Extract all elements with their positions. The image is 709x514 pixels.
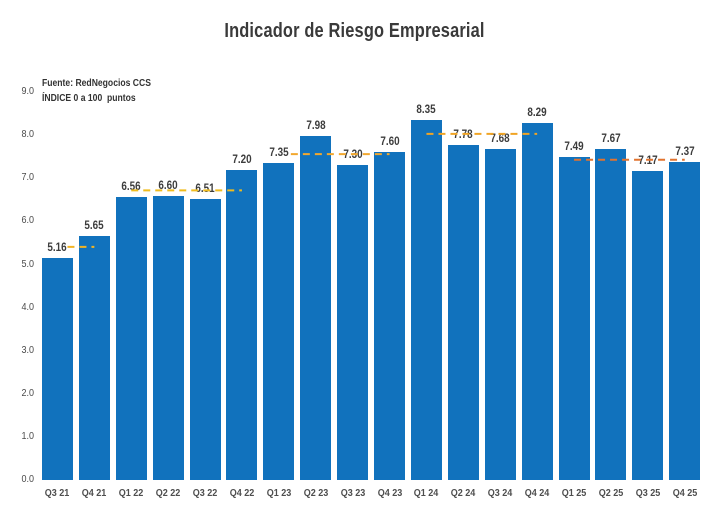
bar-value-label: 7.37 [675, 146, 695, 159]
bar-value-label: 8.29 [527, 106, 547, 119]
bar-q1-25 [558, 157, 590, 480]
bar-q4-23 [374, 152, 406, 480]
y-axis-tick-label: 5.0 [21, 258, 34, 270]
bar-q3-22 [189, 199, 221, 480]
x-axis-tick-label: Q2 23 [303, 487, 329, 499]
source-note: Fuente: RedNegocios CCS [42, 78, 151, 89]
bar-value-label: 7.30 [343, 149, 363, 162]
y-axis-tick-label: 2.0 [21, 387, 34, 399]
bar-q3-23 [337, 165, 369, 480]
x-axis-tick-label: Q1 24 [414, 487, 439, 499]
scale-note: ÍNDICE 0 a 100 puntos [42, 93, 136, 104]
bar-q2-22 [152, 195, 184, 480]
x-axis-tick-label: Q1 25 [561, 487, 587, 499]
bar-q2-24 [447, 144, 479, 480]
bar-value-label: 7.35 [269, 147, 289, 160]
bar-q4-25 [669, 162, 701, 480]
y-axis-tick-label: 9.0 [21, 86, 34, 98]
bar-value-label: 7.98 [306, 120, 326, 133]
bar-value-label: 6.60 [158, 179, 178, 192]
y-axis-tick-label: 8.0 [21, 129, 34, 141]
bar-q2-25 [595, 149, 627, 480]
y-axis-tick-label: 3.0 [21, 344, 34, 356]
bar-value-label: 5.65 [84, 220, 104, 233]
bar-q1-23 [263, 163, 295, 480]
bar-value-label: 7.20 [232, 153, 252, 166]
x-axis-tick-label: Q4 25 [672, 487, 698, 499]
x-axis-tick-label: Q1 23 [266, 487, 292, 499]
bar-value-label: 7.67 [601, 133, 621, 146]
bar-q1-24 [410, 120, 442, 480]
x-axis-tick-label: Q4 22 [229, 487, 255, 499]
bar-q2-23 [300, 136, 332, 480]
x-axis-tick-label: Q3 21 [45, 487, 70, 499]
x-axis-tick-label: Q3 23 [340, 487, 365, 499]
y-axis-tick-label: 6.0 [21, 215, 34, 227]
chart-title: Indicador de Riesgo Empresarial [224, 20, 485, 42]
bar-q4-21 [78, 236, 110, 480]
x-axis-tick-label: Q1 22 [118, 487, 144, 499]
x-axis-tick-label: Q2 25 [598, 487, 624, 499]
x-axis-tick-label: Q2 22 [155, 487, 181, 499]
y-axis-tick-label: 7.0 [21, 172, 34, 184]
bar-q3-21 [41, 257, 73, 480]
bar-q1-22 [115, 197, 147, 480]
x-axis-tick-label: Q3 22 [192, 487, 218, 499]
bar-value-label: 5.16 [47, 241, 68, 254]
x-axis-tick-label: Q3 24 [487, 487, 513, 499]
bar-q3-24 [484, 148, 516, 480]
x-axis-tick-label: Q2 24 [451, 487, 476, 499]
y-axis-tick-label: 4.0 [21, 301, 34, 313]
bar-q3-25 [632, 170, 664, 480]
y-axis-tick-label: 0.0 [21, 474, 34, 485]
bar-value-label: 6.56 [121, 181, 141, 194]
bar-q4-22 [226, 169, 258, 480]
x-axis-tick-label: Q4 23 [377, 487, 402, 499]
bar-value-label: 7.78 [453, 128, 473, 141]
bar-value-label: 7.49 [564, 141, 584, 154]
bar-value-label: 6.51 [195, 183, 215, 196]
x-axis-tick-label: Q3 25 [635, 487, 661, 499]
bar-value-label: 7.17 [638, 154, 658, 167]
y-axis-tick-label: 1.0 [21, 430, 34, 442]
bar-value-label: 8.35 [416, 104, 437, 117]
x-axis-tick-label: Q4 21 [82, 487, 107, 499]
x-axis-tick-label: Q4 24 [524, 487, 550, 499]
bar-q4-24 [521, 122, 553, 480]
bar-value-label: 7.60 [379, 136, 400, 149]
bar-value-label: 7.68 [490, 132, 510, 145]
